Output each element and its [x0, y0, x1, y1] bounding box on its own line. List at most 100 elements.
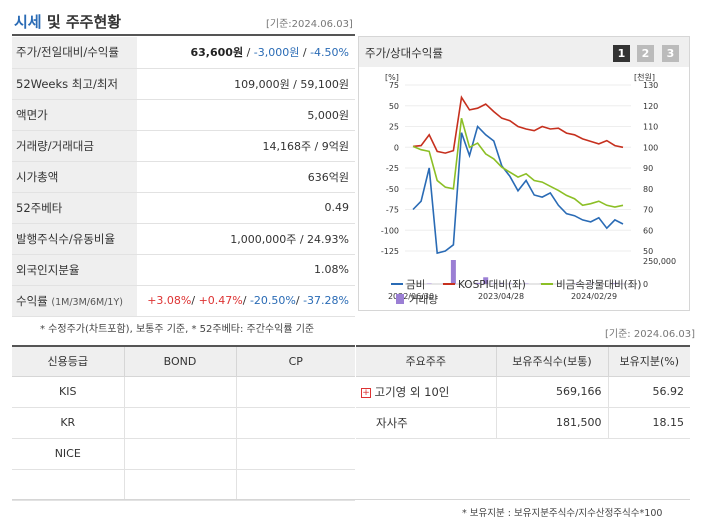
row-label: 52Weeks 최고/최저 [12, 68, 137, 100]
table-row: 발행주식수/유동비율 1,000,000주 / 24.93% [12, 223, 355, 255]
volume-bar [499, 283, 505, 284]
table-row: 액면가 5,000원 [12, 99, 355, 131]
holder-name: 자사주 [356, 407, 497, 439]
holder-base-date: [기준: 2024.06.03] [605, 329, 696, 340]
agency-name: NICE [12, 438, 125, 470]
chart-panel: 주가/상대수익률 1 2 3 [%] [천원] 75 50 25 0 -25 -50 -75 -1… [358, 36, 690, 311]
bond-rating [124, 376, 237, 408]
y-tick-label-left: -75 [386, 206, 399, 215]
return-6m: -20.50% [249, 294, 296, 307]
bond-rating [124, 438, 237, 470]
y-tick-label-left: 0 [394, 143, 399, 152]
x-tick-label: 2024/02/29 [571, 292, 617, 301]
chart-tab-1-button[interactable]: 1 [613, 45, 630, 62]
row-value: 1,000,000주 / 24.93% [137, 223, 355, 255]
holder-shares: 181,500 [496, 407, 609, 439]
cp-rating [236, 407, 355, 439]
return-1m: +3.08% [147, 294, 192, 307]
y-tick-label-right: 90 [643, 164, 653, 173]
chart-header [359, 37, 689, 67]
y-tick-label-right: 120 [643, 102, 658, 111]
y-tick-label-left: -25 [386, 164, 399, 173]
agency-name: KIS [12, 376, 125, 408]
holder-pct: 18.15 [608, 407, 690, 439]
volume-zero-label: 0 [643, 280, 648, 289]
price-value: 63,600원 [190, 46, 244, 60]
row-value: 0.49 [137, 192, 355, 224]
row-label: 주가/전일대비/수익률 [12, 37, 137, 69]
table-row [12, 469, 355, 501]
table-row: 52Weeks 최고/최저 109,000원 / 59,100원 [12, 68, 355, 100]
bond-rating [124, 469, 237, 501]
price-note: * 수정주가(차트포함), 보통주 기준, * 52주베타: 주간수익률 기준 [40, 324, 315, 335]
agency-name [12, 469, 125, 501]
volume-bar [483, 277, 489, 284]
table-row: 거래량/거래대금 14,168주 / 9억원 [12, 130, 355, 162]
y-tick-label-right: 60 [643, 226, 653, 235]
series-line-0 [412, 124, 624, 255]
y-tick-label-left: 25 [389, 123, 399, 132]
line-chart: [%] [천원] 75 50 25 0 -25 -50 -75 -100 -125 130 120 110… [381, 72, 676, 301]
credit-rating-table: 신용등급 BOND CP KIS KR NICE [12, 345, 355, 501]
chart-tab-3-button[interactable]: 3 [662, 45, 679, 62]
divider [12, 34, 355, 36]
row-value: 5,000원 [137, 99, 355, 131]
column-header: 주요주주 [356, 346, 497, 377]
volume-bar [612, 283, 618, 284]
return-1y: -37.28% [303, 294, 349, 307]
legend-swatch [391, 283, 403, 285]
y-tick-label-right: 80 [643, 185, 653, 194]
price-table: 주가/전일대비/수익률 63,600원 / -3,000원 / -4.50% 5… [12, 37, 355, 317]
y-tick-label-right: 110 [643, 123, 658, 132]
volume-bar [450, 260, 456, 284]
return-3m: +0.47% [198, 294, 243, 307]
y-tick-label-right: 50 [643, 247, 653, 256]
chart-tab-2-button[interactable]: 2 [637, 45, 654, 62]
shareholder-table: 주요주주 보유주식수(보통) 보유지분(%) + 고기영 외 10인 569,1… [356, 345, 690, 439]
legend-label: 거래량 [409, 294, 438, 306]
row-label-period: (1M/3M/6M/1Y) [51, 296, 123, 308]
series-line-1 [412, 95, 624, 154]
volume-axis-label: 250,000 [643, 257, 676, 266]
left-axis-unit: [%] [385, 73, 399, 82]
return-value: -4.50% [310, 46, 349, 60]
y-tick-label-right: 100 [643, 143, 658, 152]
table-row: 자사주 181,500 18.15 [356, 407, 690, 439]
x-tick-label: 2022/06/30 [388, 292, 434, 301]
row-label: 52주베타 [12, 192, 137, 224]
divider [12, 499, 690, 500]
agency-name: KR [12, 407, 125, 439]
legend-swatch [396, 294, 404, 304]
holder-name[interactable]: 고기영 외 10인 [374, 384, 450, 399]
column-header: 보유주식수(보통) [496, 346, 609, 377]
y-tick-label-right: 130 [643, 81, 658, 90]
y-tick-label-left: -50 [386, 185, 399, 194]
legend-label: 금비 [406, 279, 426, 291]
volume-bar [475, 282, 481, 284]
base-date: [기준:2024.06.03] [266, 19, 353, 30]
bond-rating [124, 407, 237, 439]
row-value: 109,000원 / 59,100원 [137, 68, 355, 100]
section-title: 시세 및 주주현황 [14, 13, 122, 31]
table-row: KR [12, 407, 355, 439]
table-row: KIS [12, 376, 355, 408]
legend-swatch [541, 283, 553, 285]
cp-rating [236, 376, 355, 408]
y-tick-label-left: -100 [381, 226, 399, 235]
header-row: 신용등급 BOND CP [12, 346, 355, 377]
table-row: 수익률 (1M/3M/6M/1Y) +3.08%/ +0.47%/ -20.50… [12, 285, 355, 317]
series-line-2 [412, 117, 624, 208]
cp-rating [236, 438, 355, 470]
legend-label: 비금속광물대비(좌) [556, 279, 642, 291]
row-label: 액면가 [12, 99, 137, 131]
holder-pct: 56.92 [608, 376, 690, 408]
holder-note: * 보유지분 : 보유지분주식수/지수산정주식수*100 [462, 508, 663, 519]
expand-icon[interactable]: + [361, 387, 371, 398]
y-tick-label-left: 75 [389, 81, 399, 90]
legend-swatch [443, 283, 455, 285]
y-tick-label-left: 50 [389, 102, 399, 111]
x-tick-label: 2023/04/28 [478, 292, 524, 301]
table-row: 52주베타 0.49 [12, 192, 355, 224]
table-row: NICE [12, 438, 355, 470]
row-value: 1.08% [137, 254, 355, 286]
